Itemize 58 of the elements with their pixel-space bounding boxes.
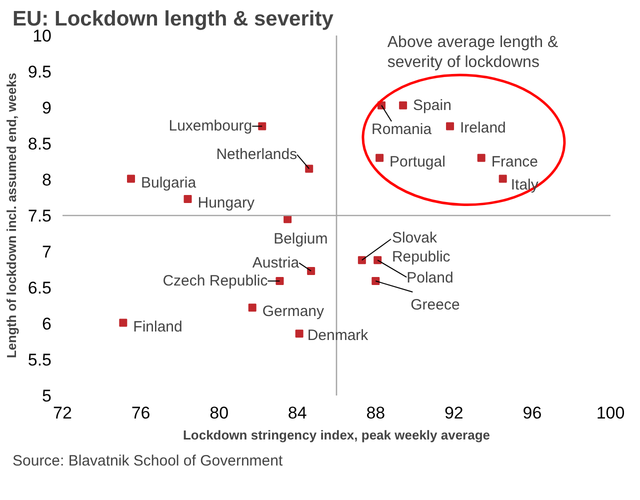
annotation: Above average length & severity of lockdowns [387, 34, 559, 72]
x-tick-label: 84 [288, 404, 307, 422]
x-tick-label: 72 [53, 404, 72, 422]
annotation: Hungary [198, 194, 255, 212]
annotation: Austria [252, 254, 300, 272]
point [446, 122, 454, 130]
annotation: Luxembourg [168, 118, 252, 135]
annotation: Denmark [307, 327, 369, 344]
point [295, 330, 304, 338]
y-tick-label: 9 [42, 98, 52, 118]
annotation: Poland [406, 270, 454, 287]
annotation: Finland [133, 318, 182, 336]
y-tick-label: 8 [42, 170, 52, 190]
x-axis-title: Lockdown stringency index, peak weekly average [182, 428, 490, 442]
y-tick-label: 7 [42, 242, 52, 262]
point [498, 174, 507, 183]
y-tick-label: 6.5 [28, 278, 52, 298]
annotation: Belgium [274, 230, 328, 248]
point [477, 154, 486, 162]
point [276, 277, 284, 286]
point [372, 277, 380, 286]
y-tick-label: 6 [42, 314, 52, 334]
annotation: Romania [372, 120, 432, 138]
annotation: Ireland [460, 120, 506, 137]
y-tick-label: 9.5 [28, 62, 52, 82]
x-tick-label: 88 [366, 404, 386, 422]
annotation: Portugal [390, 153, 446, 170]
point [184, 194, 192, 203]
annotation: Slovak Republic [392, 230, 451, 266]
x-tick-label: 80 [210, 404, 229, 422]
annotation: Spain [413, 96, 452, 114]
point [248, 304, 256, 312]
y-axis-title: Length of lockdown incl. assumed end, weeks [4, 72, 19, 358]
point [399, 101, 408, 110]
annotation: France [491, 153, 538, 170]
y-tick-label: 7.5 [28, 206, 52, 226]
point [376, 154, 384, 162]
source-note: Source: Blavatnik School of Government [12, 452, 284, 470]
annotation: Netherlands [216, 146, 298, 164]
point [305, 164, 314, 173]
annotation: Bulgaria [141, 174, 197, 192]
x-tick-label: 92 [444, 404, 464, 422]
point [119, 318, 128, 327]
annotation: Greece [410, 296, 460, 314]
annotation: Germany [262, 303, 325, 320]
y-tick-label: 5.5 [28, 350, 52, 370]
point [374, 256, 382, 264]
x-tick-label: 76 [131, 404, 150, 422]
point [307, 266, 316, 275]
y-tick-label: 8.5 [28, 134, 52, 154]
y-tick-label: 5 [42, 386, 52, 406]
point [358, 256, 366, 264]
point [258, 122, 266, 130]
point [127, 174, 135, 183]
x-tick-label: 96 [522, 404, 542, 422]
annotation: Czech Republic [162, 272, 268, 290]
annotation: Italy [510, 176, 539, 194]
x-tick-label: 100 [596, 404, 625, 422]
